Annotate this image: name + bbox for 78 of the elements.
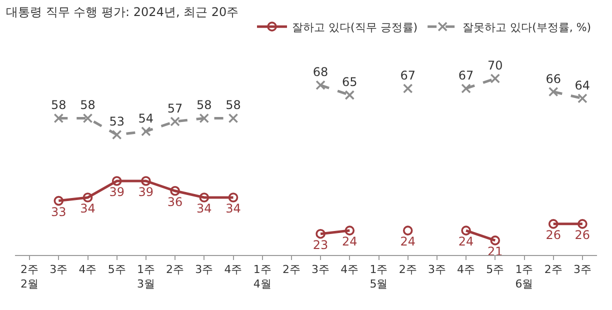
- legend-label: 잘못하고 있다(부정률, %): [462, 20, 592, 34]
- data-label: 26: [546, 228, 561, 242]
- data-label: 39: [138, 184, 154, 199]
- point: [228, 192, 238, 202]
- data-label: 39: [109, 184, 124, 199]
- data-label: 26: [574, 228, 590, 242]
- x-tick-label: 5주: [108, 263, 126, 276]
- point: [141, 126, 151, 136]
- point: [199, 113, 210, 124]
- x-tick-label: 5주: [486, 263, 504, 276]
- x-tick-label: 4주: [78, 263, 97, 276]
- data-label: 34: [226, 202, 241, 216]
- x-tick-label: 2주: [544, 263, 562, 276]
- x-tick-label: 2주: [166, 263, 184, 276]
- x-tick-label: 3주: [428, 263, 446, 276]
- point: [170, 186, 180, 196]
- data-label: 65: [342, 75, 358, 90]
- x-tick-label: 1주 6월: [515, 263, 534, 290]
- x-tick-label: 2주 2월: [20, 263, 39, 290]
- point: [316, 228, 326, 239]
- data-label: 58: [196, 98, 212, 112]
- point: [199, 192, 210, 202]
- data-label: 64: [574, 78, 590, 92]
- data-label: 53: [109, 114, 124, 129]
- data-label: 24: [400, 234, 416, 249]
- chart-title: 대통령 직무 수행 평가: 2024년, 최근 20주: [6, 5, 239, 20]
- point: [316, 80, 326, 90]
- point: [112, 130, 122, 140]
- x-tick-label: 2주: [282, 263, 300, 276]
- legend-label: 잘하고 있다(직무 긍정률): [292, 20, 418, 34]
- point: [490, 74, 500, 84]
- point: [578, 93, 588, 104]
- point: [344, 90, 355, 100]
- x-tick-label: 4주: [224, 263, 242, 276]
- data-label: 36: [167, 194, 183, 209]
- point: [461, 226, 471, 236]
- x-tick-label: 1주 3월: [136, 263, 155, 290]
- point: [141, 176, 151, 186]
- data-label: 66: [546, 72, 561, 86]
- point: [461, 84, 471, 94]
- point: [490, 236, 500, 246]
- data-label: 68: [312, 65, 328, 80]
- point: [578, 219, 588, 229]
- x-tick-label: 3주: [195, 263, 214, 276]
- data-label: 23: [312, 238, 328, 252]
- x-tick-label: 4주: [340, 263, 359, 276]
- data-label: 54: [138, 111, 154, 126]
- data-label: 67: [458, 68, 474, 82]
- point: [344, 226, 355, 236]
- point: [82, 192, 93, 202]
- point: [402, 226, 413, 236]
- point: [82, 113, 93, 124]
- point: [112, 176, 122, 186]
- data-label: 57: [167, 102, 183, 116]
- data-label: 58: [226, 98, 241, 112]
- data-label: 58: [51, 98, 66, 112]
- x-tick-label: 3주: [573, 263, 592, 276]
- point: [548, 86, 558, 97]
- x-tick-label: 4주: [457, 263, 476, 276]
- data-label: 33: [51, 204, 66, 219]
- x-tick-label: 2주: [398, 263, 417, 276]
- x-tick-label: 3주: [50, 263, 68, 276]
- point: [54, 113, 64, 124]
- x-tick-label: 1주 4월: [253, 263, 272, 290]
- data-label: 67: [400, 68, 416, 82]
- point: [402, 84, 413, 94]
- point: [54, 196, 64, 206]
- x-tick-label: 3주: [312, 263, 330, 276]
- data-label: 58: [80, 98, 96, 112]
- data-label: 34: [196, 202, 212, 216]
- point: [170, 116, 180, 126]
- data-label: 24: [342, 234, 358, 249]
- point: [228, 113, 238, 124]
- data-label: 70: [488, 58, 503, 73]
- data-label: 34: [80, 202, 96, 216]
- point: [548, 219, 558, 229]
- x-tick-label: 1주 5월: [370, 263, 388, 290]
- data-label: 24: [458, 234, 474, 249]
